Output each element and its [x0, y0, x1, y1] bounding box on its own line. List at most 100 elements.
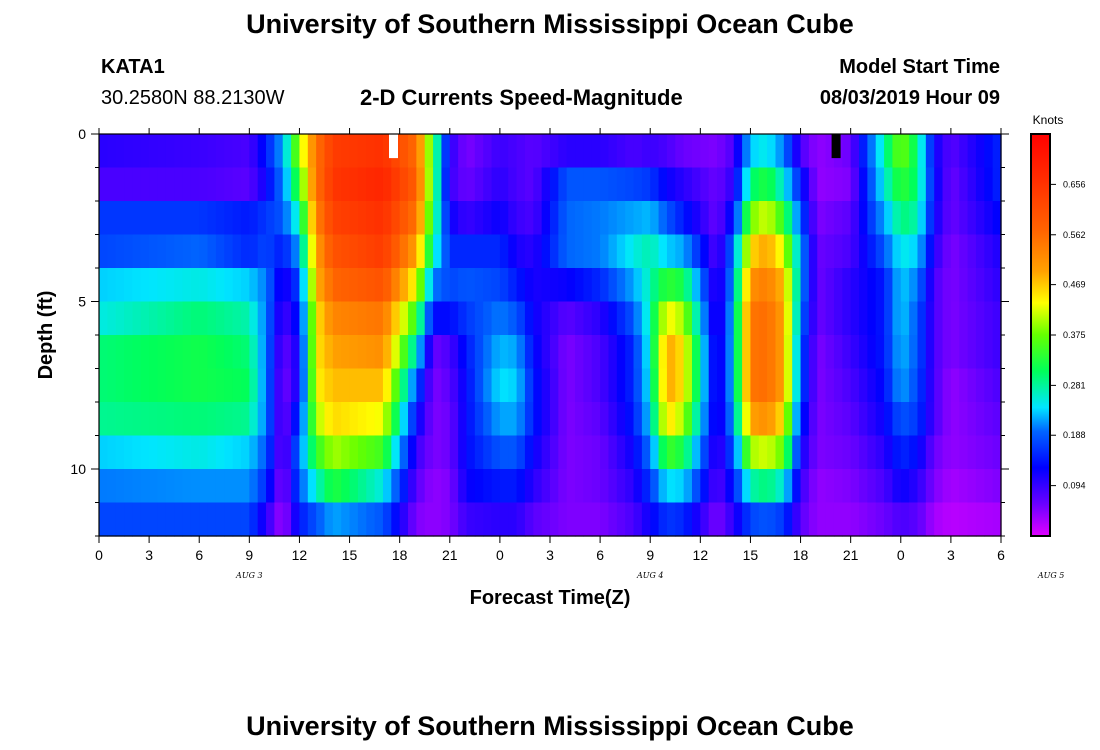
heatmap-cell	[650, 167, 660, 202]
heatmap-cell	[700, 368, 710, 403]
heatmap-cell	[165, 402, 175, 437]
heatmap-cell	[641, 368, 651, 403]
heatmap-cell	[942, 134, 952, 169]
heatmap-cell	[942, 435, 952, 470]
heatmap-cell	[274, 435, 284, 470]
heatmap-cell	[207, 469, 217, 504]
heatmap-cell	[975, 167, 985, 202]
heatmap-cell	[483, 201, 493, 236]
heatmap-cell	[808, 435, 818, 470]
heatmap-cell	[165, 234, 175, 269]
heatmap-cell	[708, 234, 718, 269]
heatmap-cell	[307, 502, 317, 537]
heatmap-cell	[524, 167, 534, 202]
heatmap-cell	[382, 402, 392, 437]
heatmap-cell	[900, 435, 910, 470]
heatmap-cell	[616, 435, 626, 470]
heatmap-cell	[875, 435, 885, 470]
heatmap-cell	[792, 368, 802, 403]
heatmap-cell	[291, 134, 301, 169]
heatmap-cell	[449, 268, 459, 303]
heatmap-cell	[416, 335, 426, 370]
heatmap-cell	[466, 301, 476, 336]
heatmap-cell	[875, 502, 885, 537]
heatmap-cell	[182, 301, 192, 336]
heatmap-cell	[600, 134, 610, 169]
heatmap-cell	[600, 502, 610, 537]
heatmap-cell	[274, 201, 284, 236]
heatmap-cell	[558, 368, 568, 403]
heatmap-cell	[357, 335, 367, 370]
heatmap-cell	[708, 402, 718, 437]
heatmap-cell	[99, 234, 108, 269]
heatmap-cell	[758, 167, 768, 202]
heatmap-cell	[666, 134, 676, 169]
heatmap-cell	[466, 435, 476, 470]
heatmap-cell	[524, 335, 534, 370]
x-tick-label: 3	[546, 547, 554, 563]
heatmap-cell	[332, 234, 342, 269]
heatmap-cell	[190, 368, 200, 403]
heatmap-cell	[516, 469, 526, 504]
heatmap-cell	[909, 335, 919, 370]
heatmap-cell	[174, 469, 184, 504]
heatmap-cell	[608, 469, 618, 504]
heatmap-cell	[950, 234, 960, 269]
heatmap-cell	[349, 268, 359, 303]
heatmap-cell	[867, 167, 877, 202]
heatmap-cell	[884, 301, 894, 336]
heatmap-cell	[132, 368, 142, 403]
heatmap-cell	[157, 134, 167, 169]
heatmap-cell	[374, 268, 384, 303]
heatmap-cell	[408, 201, 417, 236]
heatmap-cell	[833, 502, 843, 537]
heatmap-cell	[541, 368, 551, 403]
colorbar-tick-label: 0.562	[1063, 230, 1086, 240]
heatmap-cell	[491, 268, 501, 303]
heatmap-cell	[199, 368, 209, 403]
heatmap-cell	[800, 234, 810, 269]
heatmap-cell	[508, 502, 518, 537]
heatmap-cell	[424, 435, 434, 470]
heatmap-cell	[341, 301, 351, 336]
heatmap-cell	[967, 469, 977, 504]
heatmap-cell	[190, 335, 200, 370]
heatmap-cell	[875, 201, 885, 236]
heatmap-cell	[992, 435, 1002, 470]
heatmap-cell	[299, 502, 309, 537]
heatmap-cell	[215, 469, 225, 504]
heatmap-cell	[107, 402, 117, 437]
heatmap-cell	[366, 435, 376, 470]
heatmap-cell	[199, 502, 209, 537]
heatmap-cell	[767, 368, 777, 403]
heatmap-cell	[240, 134, 250, 169]
heatmap-cell	[884, 402, 894, 437]
heatmap-cell	[583, 301, 593, 336]
heatmap-cell	[775, 234, 785, 269]
heatmap-cell	[466, 134, 476, 169]
heatmap-cell	[99, 301, 108, 336]
heatmap-cell	[441, 335, 451, 370]
heatmap-cell	[508, 435, 518, 470]
heatmap-cell	[633, 134, 643, 169]
heatmap-cell	[758, 335, 768, 370]
heatmap-cell	[257, 201, 267, 236]
heatmap-cell	[875, 234, 885, 269]
heatmap-cell	[884, 201, 894, 236]
heatmap-cell	[666, 435, 676, 470]
heatmap-cell	[558, 167, 568, 202]
heatmap-cell	[817, 268, 827, 303]
heatmap-cell	[750, 435, 760, 470]
heatmap-cells	[99, 134, 1002, 537]
heatmap-cell	[466, 234, 476, 269]
heatmap-cell	[808, 335, 818, 370]
heatmap-cell	[182, 268, 192, 303]
heatmap-cell	[466, 335, 476, 370]
heatmap-cell	[675, 301, 685, 336]
heatmap-cell	[124, 234, 134, 269]
heatmap-cell	[650, 268, 660, 303]
heatmap-cell	[850, 402, 860, 437]
heatmap-cell	[691, 469, 701, 504]
heatmap-cell	[808, 268, 818, 303]
x-tick-label: 15	[342, 547, 358, 563]
